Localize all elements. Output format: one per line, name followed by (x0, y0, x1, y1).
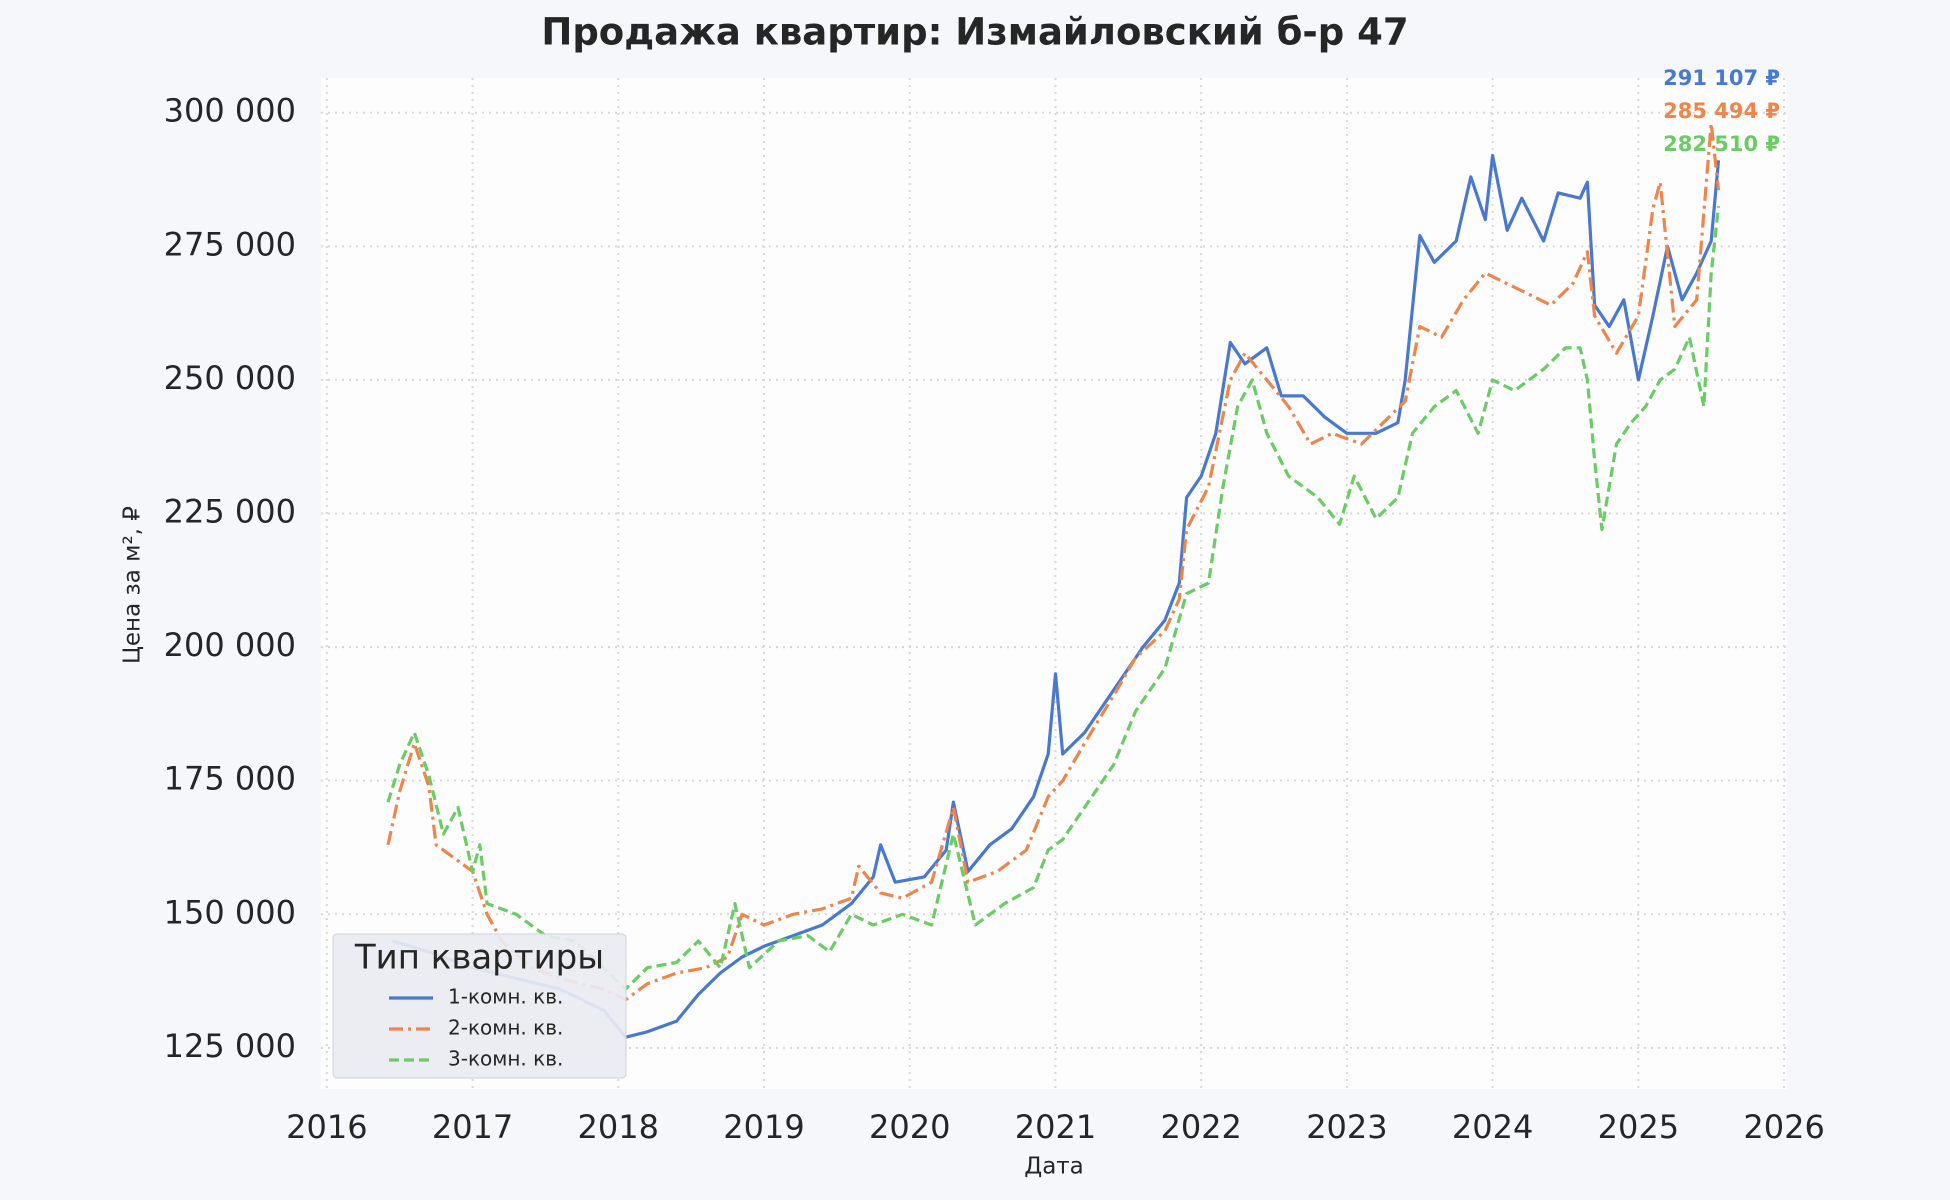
x-tick-label: 2018 (578, 1108, 659, 1146)
legend-title: Тип квартиры (354, 938, 604, 978)
y-tick-label: 275 000 (164, 225, 296, 263)
grid (321, 78, 1787, 1089)
series-line (386, 206, 1721, 991)
x-tick-label: 2020 (869, 1108, 950, 1146)
x-tick-label: 2021 (1015, 1108, 1096, 1146)
annotation: 282 510 ₽ (1663, 132, 1780, 156)
y-axis-label: Цена за м², ₽ (120, 506, 146, 664)
x-axis-label: Дата (1024, 1154, 1084, 1180)
y-tick-label: 250 000 (164, 359, 296, 397)
y-tick-label: 225 000 (164, 492, 296, 530)
plot-area (321, 78, 1787, 1089)
series-line (391, 153, 1721, 1039)
y-tick-label: 200 000 (164, 626, 296, 664)
annotation: 291 107 ₽ (1663, 66, 1780, 90)
y-tick-label: 175 000 (164, 760, 296, 798)
annotation: 285 494 ₽ (1663, 99, 1780, 123)
annotations: 291 107 ₽ 285 494 ₽ 282 510 ₽ (1663, 66, 1780, 156)
y-tick-label: 125 000 (164, 1027, 296, 1065)
x-tick-label: 2022 (1160, 1108, 1241, 1146)
x-tick-label: 2019 (723, 1108, 804, 1146)
y-tick-label: 150 000 (164, 893, 296, 931)
legend: Тип квартиры 1-комн. кв. 2-комн. кв. 3-комн… (332, 933, 627, 1079)
x-tick-label: 2024 (1452, 1108, 1533, 1146)
legend-label: 2-комн. кв. (448, 1016, 563, 1040)
y-tick-label: 300 000 (164, 92, 296, 130)
legend-label: 1-комн. кв. (448, 985, 563, 1009)
x-tick-label: 2016 (286, 1108, 367, 1146)
x-tick-label: 2026 (1743, 1108, 1824, 1146)
x-tick-label: 2017 (432, 1108, 513, 1146)
chart-title: Продажа квартир: Измайловский б-р 47 (541, 11, 1408, 54)
x-tick-label: 2025 (1598, 1108, 1679, 1146)
legend-label: 3-комн. кв. (448, 1047, 563, 1071)
legend-box (332, 933, 627, 1079)
x-tick-label: 2023 (1306, 1108, 1387, 1146)
